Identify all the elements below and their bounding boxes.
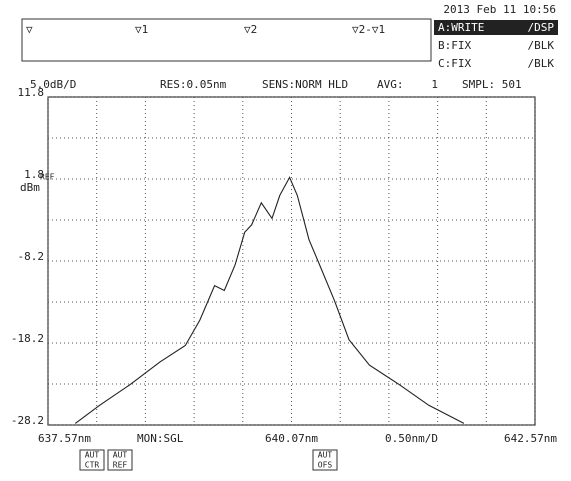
avg-label: AVG:	[377, 78, 404, 91]
trace-mode: /BLK	[528, 39, 555, 52]
x-tick-label: 642.57nm	[504, 432, 557, 445]
trace-label: B:FIX	[438, 39, 471, 52]
sampling: SMPL: 501	[462, 78, 522, 91]
button-text: AUT	[113, 451, 128, 460]
marker-box	[21, 18, 432, 62]
scale: 5.0dB/D	[30, 78, 76, 91]
marker: ▽1	[135, 23, 148, 36]
datetime: 2013 Feb 11 10:56	[443, 3, 556, 16]
marker: ▽2-▽1	[352, 23, 385, 36]
button-text: REF	[113, 461, 128, 470]
button-text: AUT	[318, 451, 333, 460]
marker: ▽	[26, 23, 33, 36]
active-trace-bg	[434, 20, 558, 35]
marker: ▽2	[244, 23, 257, 36]
trace-label: A:WRITE	[438, 21, 484, 34]
button-text: OFS	[318, 461, 333, 470]
unit: dBm	[20, 181, 40, 194]
y-tick-label: -8.2	[18, 250, 45, 263]
resolution: RES:0.05nm	[160, 78, 227, 91]
button-frame	[312, 449, 338, 471]
button-text: AUT	[85, 451, 100, 460]
button-frame	[79, 449, 105, 471]
span-div: 0.50nm/D	[385, 432, 438, 445]
spectrum-trace	[74, 176, 465, 424]
avg-value: 1	[431, 78, 438, 91]
trace-mode: /BLK	[528, 57, 555, 70]
button-text: CTR	[85, 461, 100, 470]
y-tick-label: -28.2	[11, 414, 44, 427]
x-tick-label: 640.07nm	[265, 432, 318, 445]
button-frame	[107, 449, 133, 471]
y-tick-label: 1.8	[24, 168, 44, 181]
monitor: MON:SGL	[137, 432, 184, 445]
trace-label: C:FIX	[438, 57, 471, 70]
y-tick-label: -18.2	[11, 332, 44, 345]
x-tick-label: 637.57nm	[38, 432, 91, 445]
y-tick-label: 11.8	[18, 86, 45, 99]
sensitivity: SENS:NORM HLD	[262, 78, 348, 91]
button[interactable]: AUT CTR	[79, 449, 105, 471]
button[interactable]: AUT OFS	[312, 449, 338, 471]
ref-label: REF	[40, 173, 55, 182]
trace-mode: /DSP	[528, 21, 555, 34]
button[interactable]: AUT REF	[107, 449, 133, 471]
